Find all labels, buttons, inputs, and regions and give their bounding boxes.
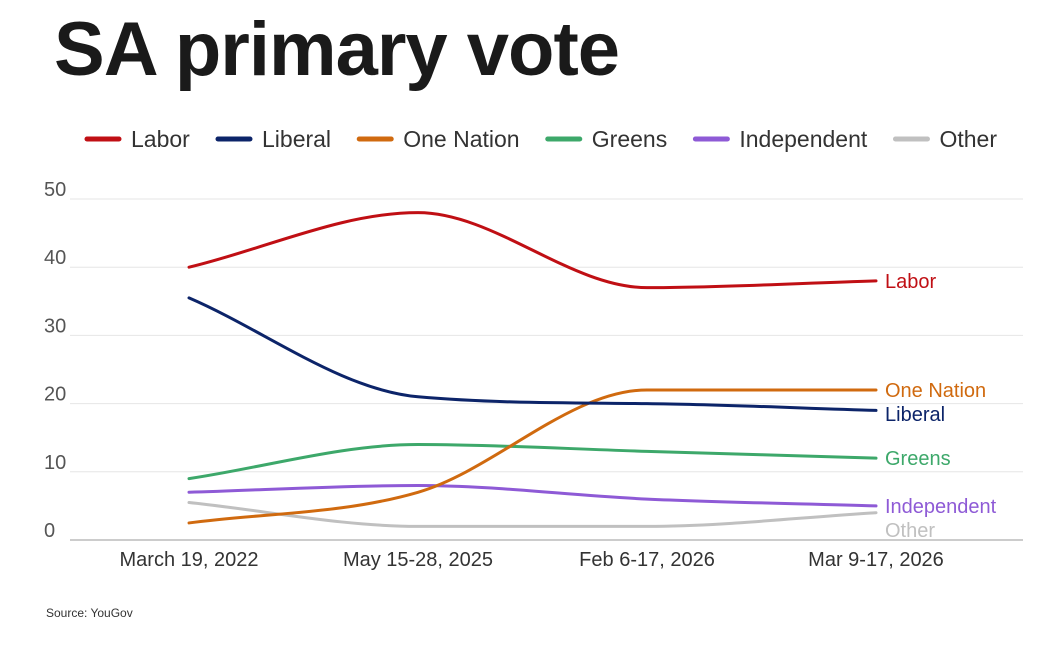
series-line-liberal bbox=[187, 296, 878, 412]
series-lines bbox=[187, 211, 878, 528]
source-note: Source: YouGov bbox=[46, 606, 133, 620]
legend-label-greens: Greens bbox=[592, 126, 667, 152]
series-line-greens bbox=[187, 443, 878, 481]
legend-item-liberal: Liberal bbox=[215, 126, 331, 152]
grid bbox=[70, 198, 1023, 473]
legend-item-one-nation: One Nation bbox=[356, 126, 520, 152]
x-tick-label: March 19, 2022 bbox=[120, 549, 259, 571]
series-line-independent bbox=[187, 483, 878, 508]
series-line-one-nation bbox=[187, 388, 878, 525]
y-tick-label: 30 bbox=[44, 315, 66, 337]
legend-label-other: Other bbox=[939, 126, 997, 152]
legend-item-independent: Independent bbox=[692, 126, 868, 152]
legend: Labor Liberal One Nation Greens Independent O… bbox=[84, 126, 997, 152]
legend-item-other: Other bbox=[892, 126, 997, 152]
legend-label-labor: Labor bbox=[131, 126, 190, 152]
legend-label-liberal: Liberal bbox=[262, 126, 331, 152]
end-label-one-nation: One Nation bbox=[885, 380, 986, 402]
legend-label-one-nation: One Nation bbox=[403, 126, 519, 152]
x-tick-label: May 15-28, 2025 bbox=[343, 549, 493, 571]
series-line-other bbox=[187, 500, 878, 528]
legend-item-labor: Labor bbox=[84, 126, 190, 152]
x-tick-label: Feb 6-17, 2026 bbox=[579, 549, 715, 571]
end-label-greens: Greens bbox=[885, 448, 951, 470]
y-tick-label: 20 bbox=[44, 384, 66, 406]
end-label-liberal: Liberal bbox=[885, 404, 945, 426]
x-tick-label: Mar 9-17, 2026 bbox=[808, 549, 944, 571]
end-label-independent: Independent bbox=[885, 496, 997, 518]
legend-item-greens: Greens bbox=[545, 126, 667, 152]
y-tick-label: 50 bbox=[44, 179, 66, 201]
y-tick-label: 10 bbox=[44, 452, 66, 474]
y-axis: 0 10 20 30 40 50 bbox=[44, 179, 66, 542]
legend-label-independent: Independent bbox=[739, 126, 868, 152]
end-label-labor: Labor bbox=[885, 271, 936, 293]
x-axis: March 19, 2022 May 15-28, 2025 Feb 6-17, 2… bbox=[70, 539, 1023, 571]
chart-title: SA primary vote bbox=[54, 7, 620, 92]
end-label-other: Other bbox=[885, 520, 935, 542]
y-tick-label: 0 bbox=[44, 520, 55, 542]
series-line-labor bbox=[187, 211, 878, 290]
y-tick-label: 40 bbox=[44, 247, 66, 269]
